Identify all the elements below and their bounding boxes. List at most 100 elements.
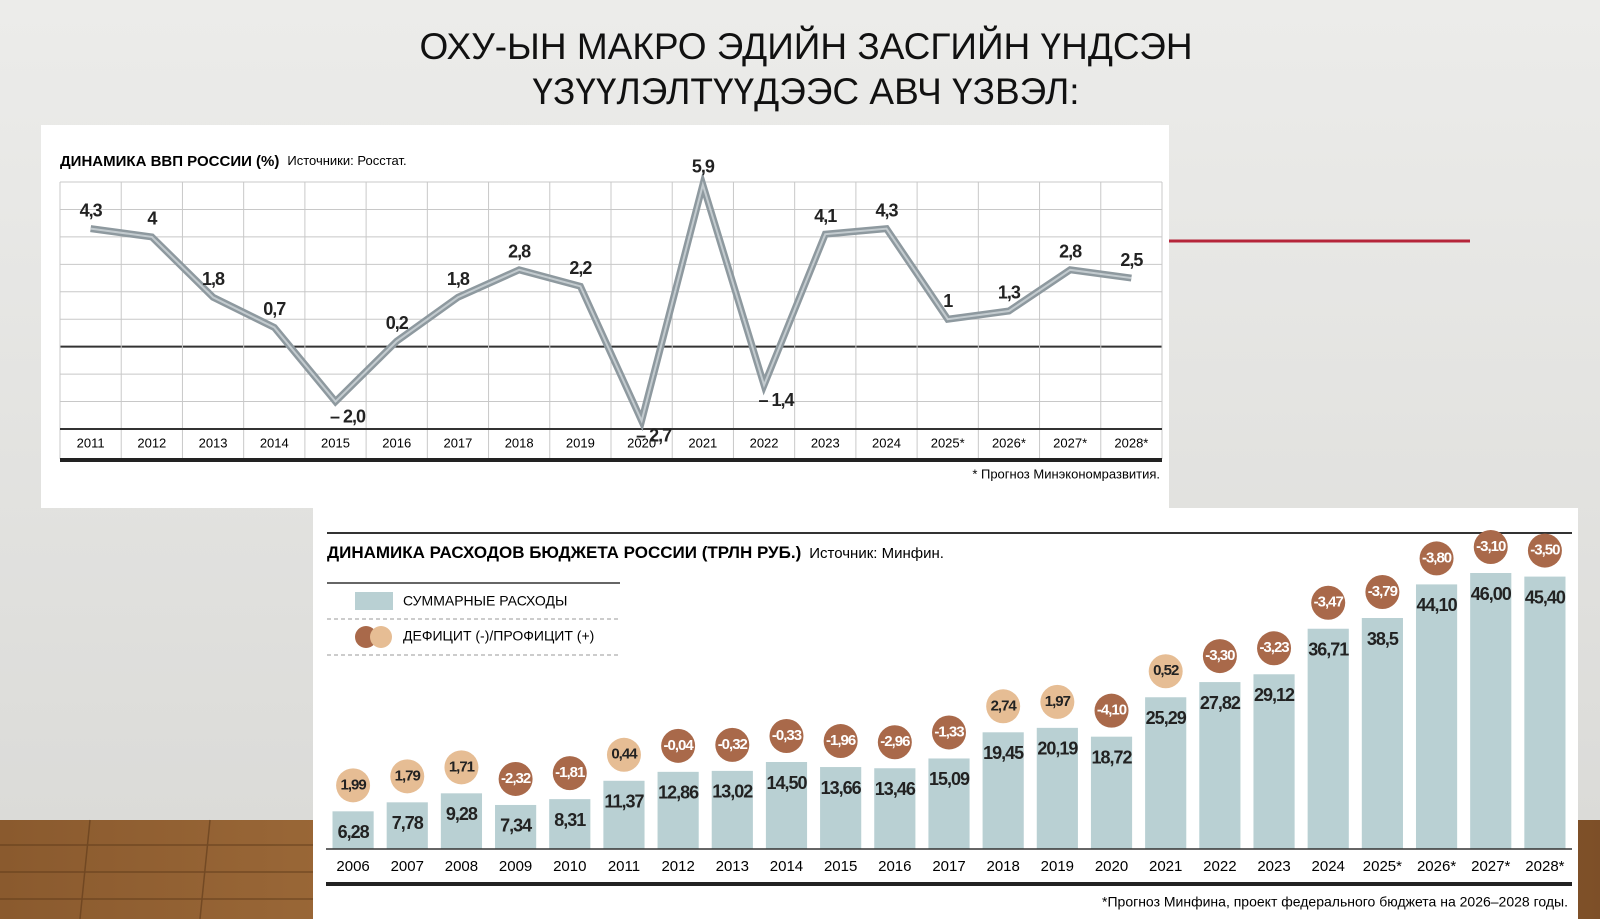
x-tick-label: 2016 [382,435,411,450]
x-tick-label: 2028* [1525,858,1564,875]
balance-marker [1148,654,1183,689]
balance-label: -2,96 [880,733,910,750]
gdp-chart: ДИНАМИКА ВВП РОССИИ (%) Источники: Росста… [41,125,1169,508]
legend-swatch [370,626,392,648]
balance-marker [444,750,479,785]
chart-title: ДИНАМИКА РАСХОДОВ БЮДЖЕТА РОССИИ (ТРЛН Р… [327,543,801,562]
balance-label: 1,79 [395,767,421,784]
data-label: – 2,7 [636,426,672,446]
bar [603,780,645,849]
data-label: 12,86 [658,783,699,803]
data-label: 19,45 [983,743,1024,763]
balance-marker [1202,639,1237,674]
balance-label: -3,10 [1476,538,1506,555]
data-label: 4 [147,209,157,229]
data-label: 27,82 [1200,693,1241,713]
balance-label: -3,23 [1259,639,1289,656]
x-tick-label: 2021 [1149,858,1182,875]
balance-label: 1,71 [449,758,475,775]
x-tick-label: 2023 [1257,858,1290,875]
x-tick-label: 2024 [1312,858,1345,875]
data-label: 13,46 [875,779,916,799]
balance-marker [986,689,1021,724]
bar [982,732,1024,849]
bar [820,767,862,849]
data-label: 2,5 [1120,250,1143,270]
x-tick-label: 2027* [1053,435,1087,450]
x-tick-label: 2027* [1471,858,1510,875]
balance-label: -3,80 [1422,549,1452,566]
balance-marker [932,715,966,750]
balance-marker [1311,585,1346,620]
data-label: 14,50 [766,773,807,793]
balance-marker [769,719,804,753]
data-label: 8,31 [554,810,586,830]
balance-marker [1473,530,1508,564]
bar [711,770,753,849]
data-label: 7,78 [392,813,424,833]
balance-marker [1257,631,1292,666]
budget-chart: ДИНАМИКА РАСХОДОВ БЮДЖЕТА РОССИИ (ТРЛН Р… [313,508,1578,919]
data-label: 45,40 [1525,587,1566,607]
bar [386,802,428,849]
bar [440,793,483,849]
data-label: 7,34 [500,816,532,836]
data-label: 1,8 [447,269,470,289]
balance-marker [1040,684,1075,719]
floor-planks [0,819,320,919]
bar [1361,618,1403,849]
balance-marker [877,725,912,760]
balance-marker [606,737,641,772]
balance-marker [552,756,587,791]
bar [1524,576,1566,849]
data-label: 25,29 [1146,708,1187,728]
x-tick-label: 2022 [750,435,779,450]
balance-label: -0,33 [772,727,802,744]
x-tick-label: 2012 [661,858,694,875]
balance-marker [1094,693,1129,728]
x-tick-label: 2011 [608,858,640,875]
data-label: 11,37 [604,792,644,812]
x-tick-label: 2015 [321,435,350,450]
data-label: 0,7 [263,299,286,319]
balance-marker [715,727,750,762]
bar [1253,674,1295,849]
x-tick-label: 2017 [932,858,965,875]
balance-label: 0,52 [1153,662,1179,679]
balance-label: -3,79 [1368,583,1398,600]
x-tick-label: 2014 [770,858,803,875]
x-tick-label: 2028* [1114,435,1148,450]
bar [1307,628,1349,849]
x-tick-label: 2019 [566,435,595,450]
x-tick-label: 2019 [1041,858,1074,875]
balance-label: -4,10 [1097,702,1127,719]
x-tick-label: 2022 [1203,858,1236,875]
x-tick-label: 2017 [443,435,472,450]
data-label: 13,02 [712,782,753,802]
balance-marker [661,728,696,763]
data-label: 4,3 [80,200,103,220]
balance-label: -2,32 [501,770,531,787]
balance-label: 1,99 [340,776,366,793]
line-highlight [90,181,1132,424]
bar [765,762,808,849]
x-tick-label: 2020 [1095,858,1128,875]
data-label: 1,8 [202,269,225,289]
balance-marker [498,761,533,796]
balance-label: -3,50 [1530,542,1560,559]
legend-label: СУММАРНЫЕ РАСХОДЫ [403,593,567,609]
x-tick-label: 2010 [553,858,586,875]
legend-label: ДЕФИЦИТ (-)/ПРОФИЦИТ (+) [403,628,594,644]
bar [1415,584,1458,849]
slide-title: ҮЗҮҮЛЭЛТҮҮДЭЭС АВЧ ҮЗВЭЛ: [532,71,1079,112]
x-tick-label: 2024 [872,435,901,450]
bar [657,771,699,849]
data-label: 2,8 [508,242,531,262]
balance-label: -0,32 [718,736,748,753]
data-label: 46,00 [1471,584,1512,604]
x-tick-label: 2013 [716,858,749,875]
x-tick-label: 2016 [878,858,911,875]
x-tick-label: 2011 [77,435,105,450]
x-tick-label: 2018 [505,435,534,450]
